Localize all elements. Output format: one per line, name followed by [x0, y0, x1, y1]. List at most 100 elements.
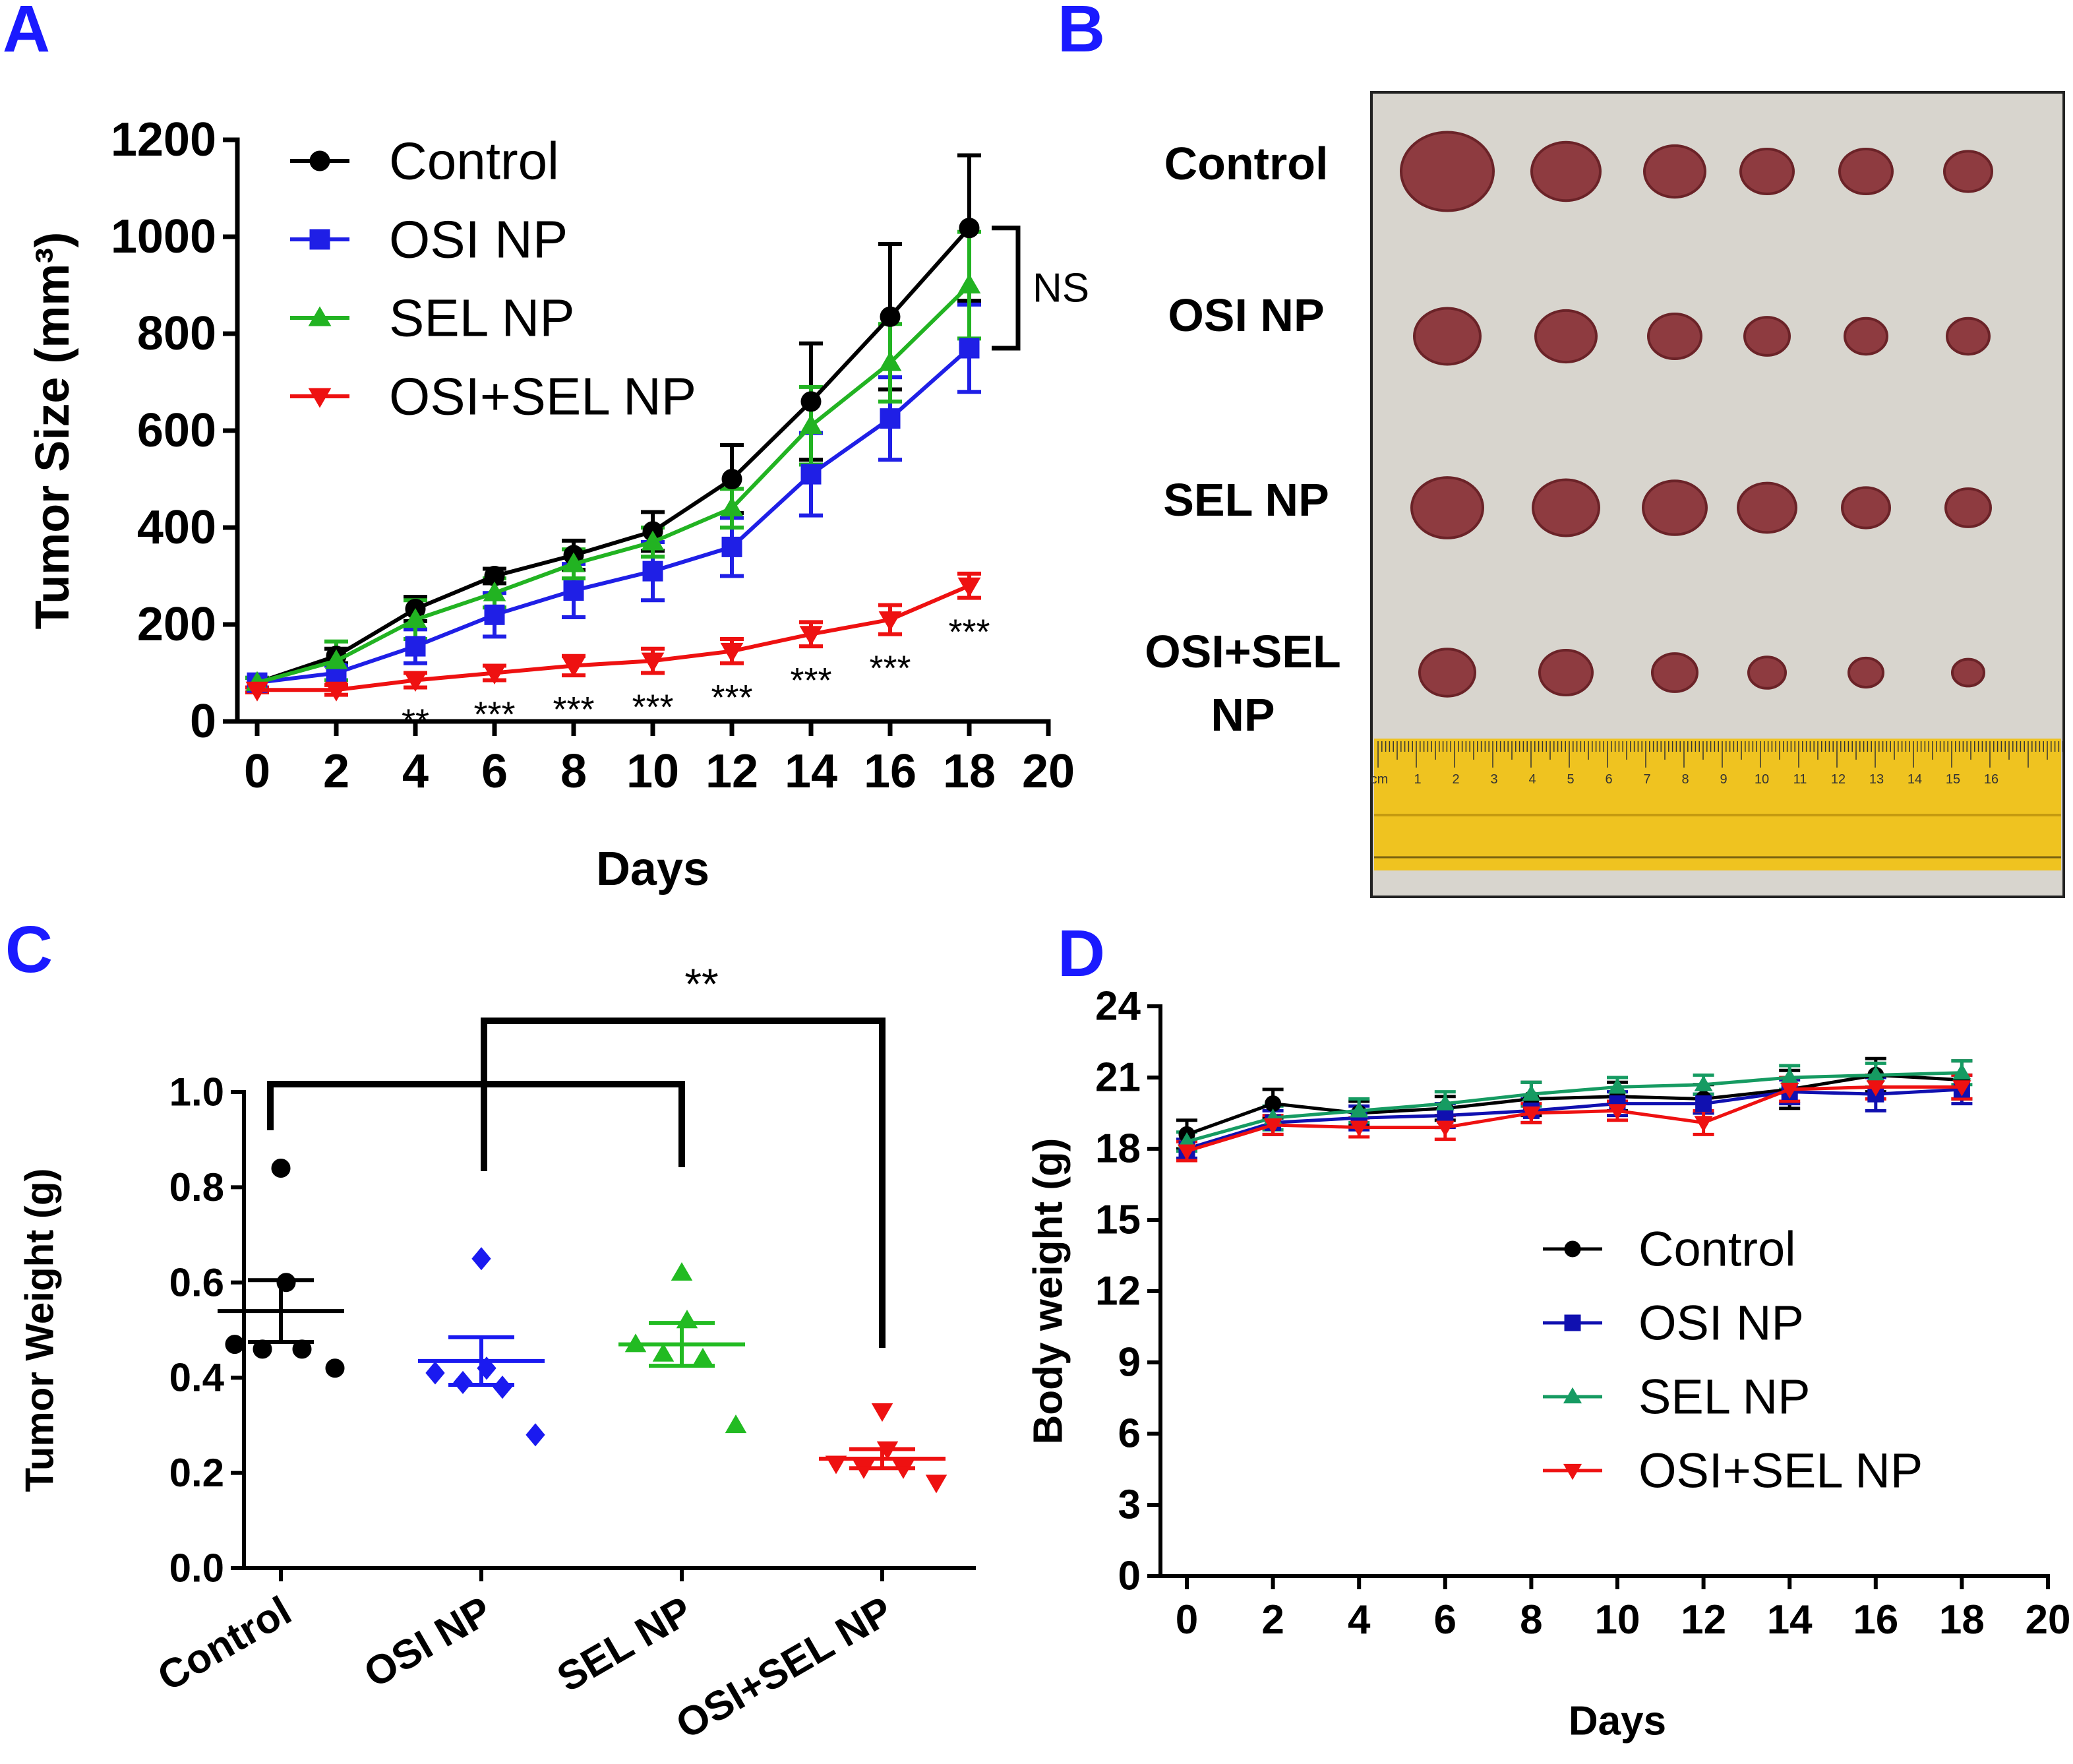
- tumor: [1943, 150, 1993, 193]
- x-tick-label: 20: [2026, 1597, 2071, 1643]
- y-tick-label: 400: [137, 501, 216, 554]
- tumor: [1838, 148, 1894, 195]
- series-line: [256, 284, 971, 685]
- significance-label: ***: [948, 613, 990, 652]
- tumor: [1410, 476, 1484, 539]
- marker: [225, 1335, 245, 1354]
- y-tick-label: 9: [1118, 1340, 1141, 1385]
- x-axis-label: Days: [1569, 1699, 1666, 1744]
- marker: [1350, 1120, 1369, 1137]
- bracket: [992, 226, 1021, 351]
- ruler-label: 6: [1605, 772, 1612, 787]
- marker: [878, 611, 902, 632]
- y-tick-label: 21: [1095, 1055, 1141, 1101]
- tumor: [1946, 317, 1991, 356]
- bracket: [481, 1018, 886, 1348]
- marker: [878, 351, 902, 371]
- row-label: Control: [1164, 138, 1329, 189]
- marker: [1522, 1106, 1541, 1123]
- marker: [483, 665, 506, 684]
- y-tick-label: 1.0: [169, 1070, 224, 1114]
- bracket: [267, 1081, 685, 1167]
- tumor: [1844, 317, 1888, 356]
- y-axis-label: Tumor Size (mm³): [26, 232, 79, 630]
- x-tick-label: 10: [1595, 1597, 1640, 1643]
- marker: [1695, 1095, 1712, 1112]
- tumor: [1400, 131, 1495, 212]
- ruler-label: cm: [1371, 772, 1389, 787]
- significance-label: ***: [711, 678, 752, 717]
- significance-label: ***: [790, 661, 831, 700]
- marker: [1350, 1101, 1369, 1118]
- series-line: [256, 226, 971, 685]
- marker: [253, 1339, 272, 1359]
- marker: [484, 604, 505, 625]
- marker: [1780, 1082, 1799, 1099]
- marker: [799, 414, 823, 435]
- marker: [324, 649, 348, 669]
- significance-label: ***: [869, 649, 911, 688]
- marker: [292, 1339, 312, 1359]
- panel-label: C: [5, 913, 53, 987]
- legend-label: SEL NP: [1638, 1370, 1810, 1424]
- ruler-label: 11: [1793, 772, 1807, 787]
- y-tick-label: 0: [190, 695, 216, 748]
- marker: [526, 1423, 545, 1447]
- y-tick-label: 1200: [111, 113, 216, 166]
- x-tick-label: 12: [1681, 1597, 1726, 1643]
- marker: [563, 580, 584, 601]
- bracket-label: NS: [1033, 265, 1089, 311]
- marker: [957, 577, 981, 597]
- marker: [1607, 1078, 1627, 1094]
- legend-label: OSI NP: [389, 210, 568, 269]
- x-tick-label: 16: [864, 745, 916, 798]
- significance-label: **: [684, 959, 718, 1008]
- marker: [720, 497, 744, 517]
- marker: [562, 552, 586, 572]
- tumor: [1737, 481, 1797, 534]
- marker: [425, 1361, 445, 1385]
- marker: [1952, 1063, 1971, 1080]
- marker: [562, 657, 586, 677]
- tumor: [1739, 148, 1795, 195]
- x-tick-label: 6: [1434, 1597, 1457, 1643]
- y-tick-label: 1000: [111, 210, 216, 263]
- tumor: [1647, 313, 1702, 360]
- marker: [925, 1475, 947, 1494]
- ruler-label: 9: [1720, 772, 1727, 787]
- marker: [641, 652, 665, 673]
- legend-label: Control: [389, 132, 559, 191]
- y-tick-label: 3: [1118, 1482, 1141, 1528]
- marker: [404, 608, 427, 628]
- y-tick-label: 800: [137, 307, 216, 360]
- marker: [325, 1358, 345, 1378]
- significance-label: ***: [632, 688, 673, 727]
- marker: [671, 1262, 693, 1281]
- marker: [1563, 1387, 1582, 1404]
- significance-label: ***: [553, 690, 594, 729]
- tumor: [1651, 652, 1698, 693]
- marker: [692, 1347, 714, 1367]
- x-tick-label: 18: [943, 745, 996, 798]
- marker: [871, 1403, 893, 1422]
- tumor: [1951, 657, 1985, 688]
- x-tick-label: 4: [1348, 1597, 1371, 1643]
- ruler: [1374, 739, 2061, 870]
- x-tick-label: 2: [323, 745, 349, 798]
- x-tick-label: 12: [706, 745, 758, 798]
- legend-label: OSI+SEL NP: [389, 367, 696, 426]
- marker: [483, 581, 506, 601]
- x-tick-label: 2: [1261, 1597, 1284, 1643]
- marker: [1435, 1120, 1455, 1137]
- row-label: OSI NP: [1168, 289, 1325, 341]
- y-tick-label: 0.2: [169, 1451, 224, 1495]
- panel-label: B: [1058, 0, 1105, 66]
- marker: [652, 1343, 675, 1362]
- marker: [308, 306, 332, 326]
- series-line: [1186, 1087, 1962, 1151]
- ruler-label: 3: [1490, 772, 1497, 787]
- marker: [471, 1247, 491, 1271]
- y-tick-label: 18: [1095, 1126, 1141, 1172]
- marker: [1952, 1080, 1971, 1097]
